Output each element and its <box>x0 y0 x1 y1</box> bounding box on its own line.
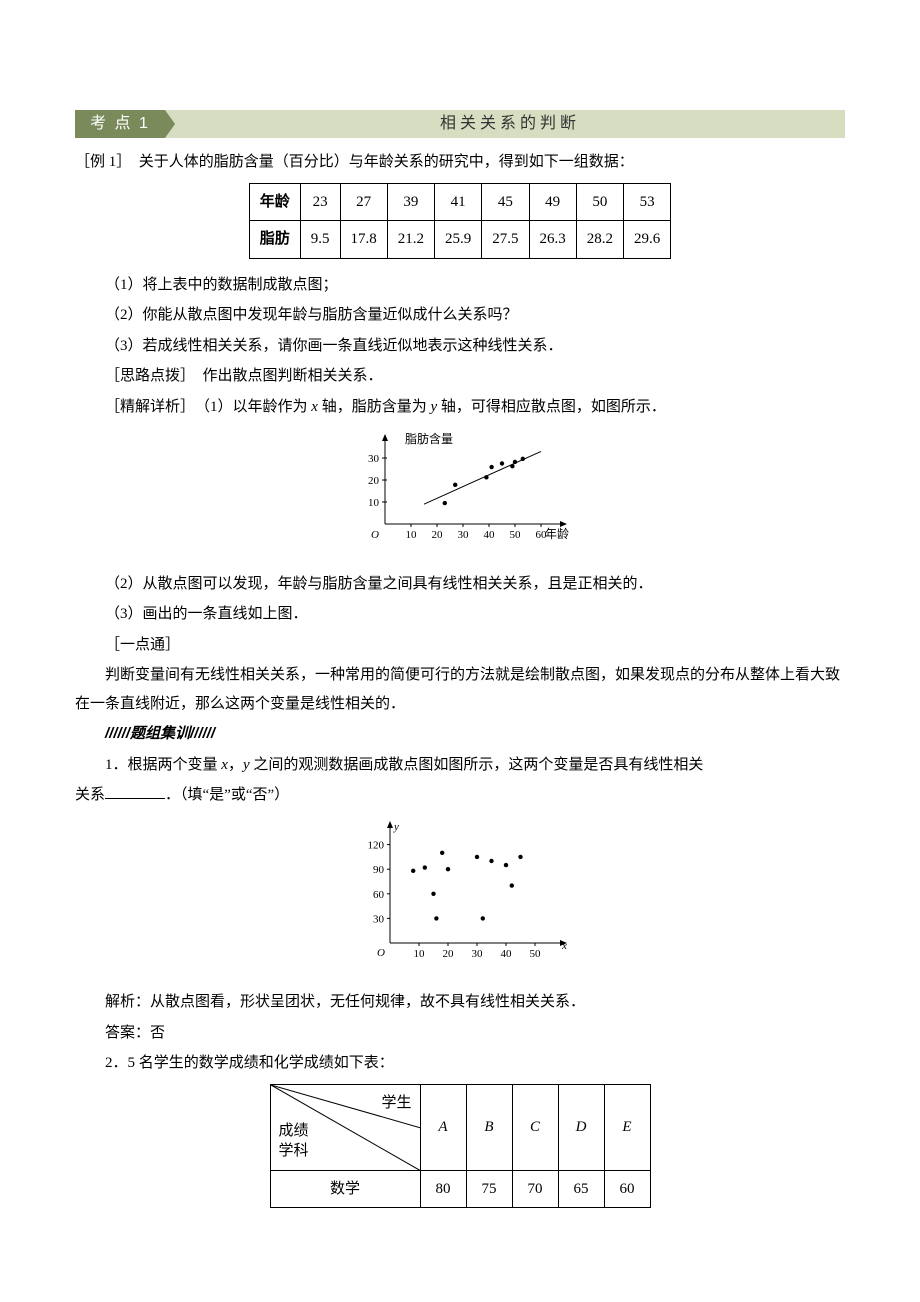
svg-text:y: y <box>393 821 399 833</box>
solution-2: （2）从散点图可以发现，年龄与脂肪含量之间具有线性相关关系，且是正相关的． <box>75 570 845 599</box>
solution-lead: ［精解详析］ （1）以年龄作为 x 轴，脂肪含量为 y 轴，可得相应散点图，如图… <box>75 393 845 422</box>
question-3: （3）若成线性相关关系，请你画一条直线近似地表示这种线性关系． <box>75 332 845 361</box>
svg-text:10: 10 <box>406 529 418 541</box>
section-title: 相关关系的判断 <box>165 110 845 138</box>
svg-text:20: 20 <box>443 948 455 960</box>
svg-text:x: x <box>561 940 567 952</box>
svg-text:60: 60 <box>373 888 385 900</box>
svg-text:30: 30 <box>368 453 380 465</box>
svg-text:20: 20 <box>368 475 380 487</box>
svg-text:50: 50 <box>510 529 522 541</box>
row-label-age: 年龄 <box>249 183 300 221</box>
svg-text:30: 30 <box>472 948 484 960</box>
svg-text:10: 10 <box>414 948 426 960</box>
drill-header: //////题组集训////// <box>75 720 845 749</box>
diagonal-header: 学生 成绩 学科 <box>270 1084 420 1170</box>
question-1: （1）将上表中的数据制成散点图； <box>75 271 845 300</box>
table-row: 数学 80 75 70 65 60 <box>270 1170 650 1208</box>
section-tag: 考 点 1 <box>75 110 165 138</box>
svg-text:90: 90 <box>373 864 385 876</box>
problem-1-answer: 答案：否 <box>75 1019 845 1048</box>
diag-label-bot: 学科 <box>279 1137 309 1166</box>
solution-3: （3）画出的一条直线如上图． <box>75 600 845 629</box>
diag-label-top: 学生 <box>381 1089 411 1118</box>
svg-text:120: 120 <box>368 839 385 851</box>
svg-text:O: O <box>377 947 385 959</box>
chart2-svg: 30 60 90 120 10 20 30 40 50 Oy x <box>345 818 575 968</box>
problem-1: 1．根据两个变量 x，y 之间的观测数据画成散点图如图所示，这两个变量是否具有线… <box>75 751 845 780</box>
row-label-math: 数学 <box>270 1170 420 1208</box>
table-row: 年龄 23 27 39 41 45 49 50 53 <box>249 183 671 221</box>
svg-text:40: 40 <box>484 529 496 541</box>
age-fat-table: 年龄 23 27 39 41 45 49 50 53 脂肪 9.5 17.8 2… <box>249 183 672 259</box>
svg-text:10: 10 <box>368 497 380 509</box>
svg-text:40: 40 <box>501 948 513 960</box>
svg-text:30: 30 <box>373 913 385 925</box>
tip-head: ［一点通］ <box>75 631 845 660</box>
svg-text:O: O <box>371 529 379 541</box>
example-lead: ［例 1］ 关于人体的脂肪含量（百分比）与年龄关系的研究中，得到如下一组数据： <box>75 148 845 177</box>
svg-text:脂肪含量: 脂肪含量 <box>405 431 453 446</box>
table-row: 脂肪 9.5 17.8 21.2 25.9 27.5 26.3 28.2 29.… <box>249 221 671 259</box>
problem-2-lead: 2．5 名学生的数学成绩和化学成绩如下表： <box>75 1049 845 1078</box>
scatter-chart-2: 30 60 90 120 10 20 30 40 50 Oy x <box>75 818 845 979</box>
problem-1-line2: 关系．（填“是”或“否”） <box>75 781 845 810</box>
table-row: 学生 成绩 学科 A B C D E <box>270 1084 650 1170</box>
svg-text:30: 30 <box>458 529 470 541</box>
scatter-chart-1: 102030102030405060O脂肪含量年龄 <box>75 429 845 560</box>
svg-text:年龄: 年龄 <box>545 527 569 541</box>
row-label-fat: 脂肪 <box>249 221 300 259</box>
score-table: 学生 成绩 学科 A B C D E 数学 80 75 70 65 60 <box>270 1084 651 1209</box>
chart1-svg: 102030102030405060O脂肪含量年龄 <box>345 429 575 549</box>
problem-1-explain: 解析：从散点图看，形状呈团状，无任何规律，故不具有线性相关关系． <box>75 988 845 1017</box>
hint: ［思路点拨］ 作出散点图判断相关关系． <box>75 362 845 391</box>
fill-blank <box>105 784 165 799</box>
svg-text:20: 20 <box>432 529 444 541</box>
section-header: 考 点 1 相关关系的判断 <box>75 110 845 138</box>
tip-body: 判断变量间有无线性相关关系，一种常用的简便可行的方法就是绘制散点图，如果发现点的… <box>75 661 845 718</box>
svg-text:50: 50 <box>530 948 542 960</box>
question-2: （2）你能从散点图中发现年龄与脂肪含量近似成什么关系吗？ <box>75 301 845 330</box>
